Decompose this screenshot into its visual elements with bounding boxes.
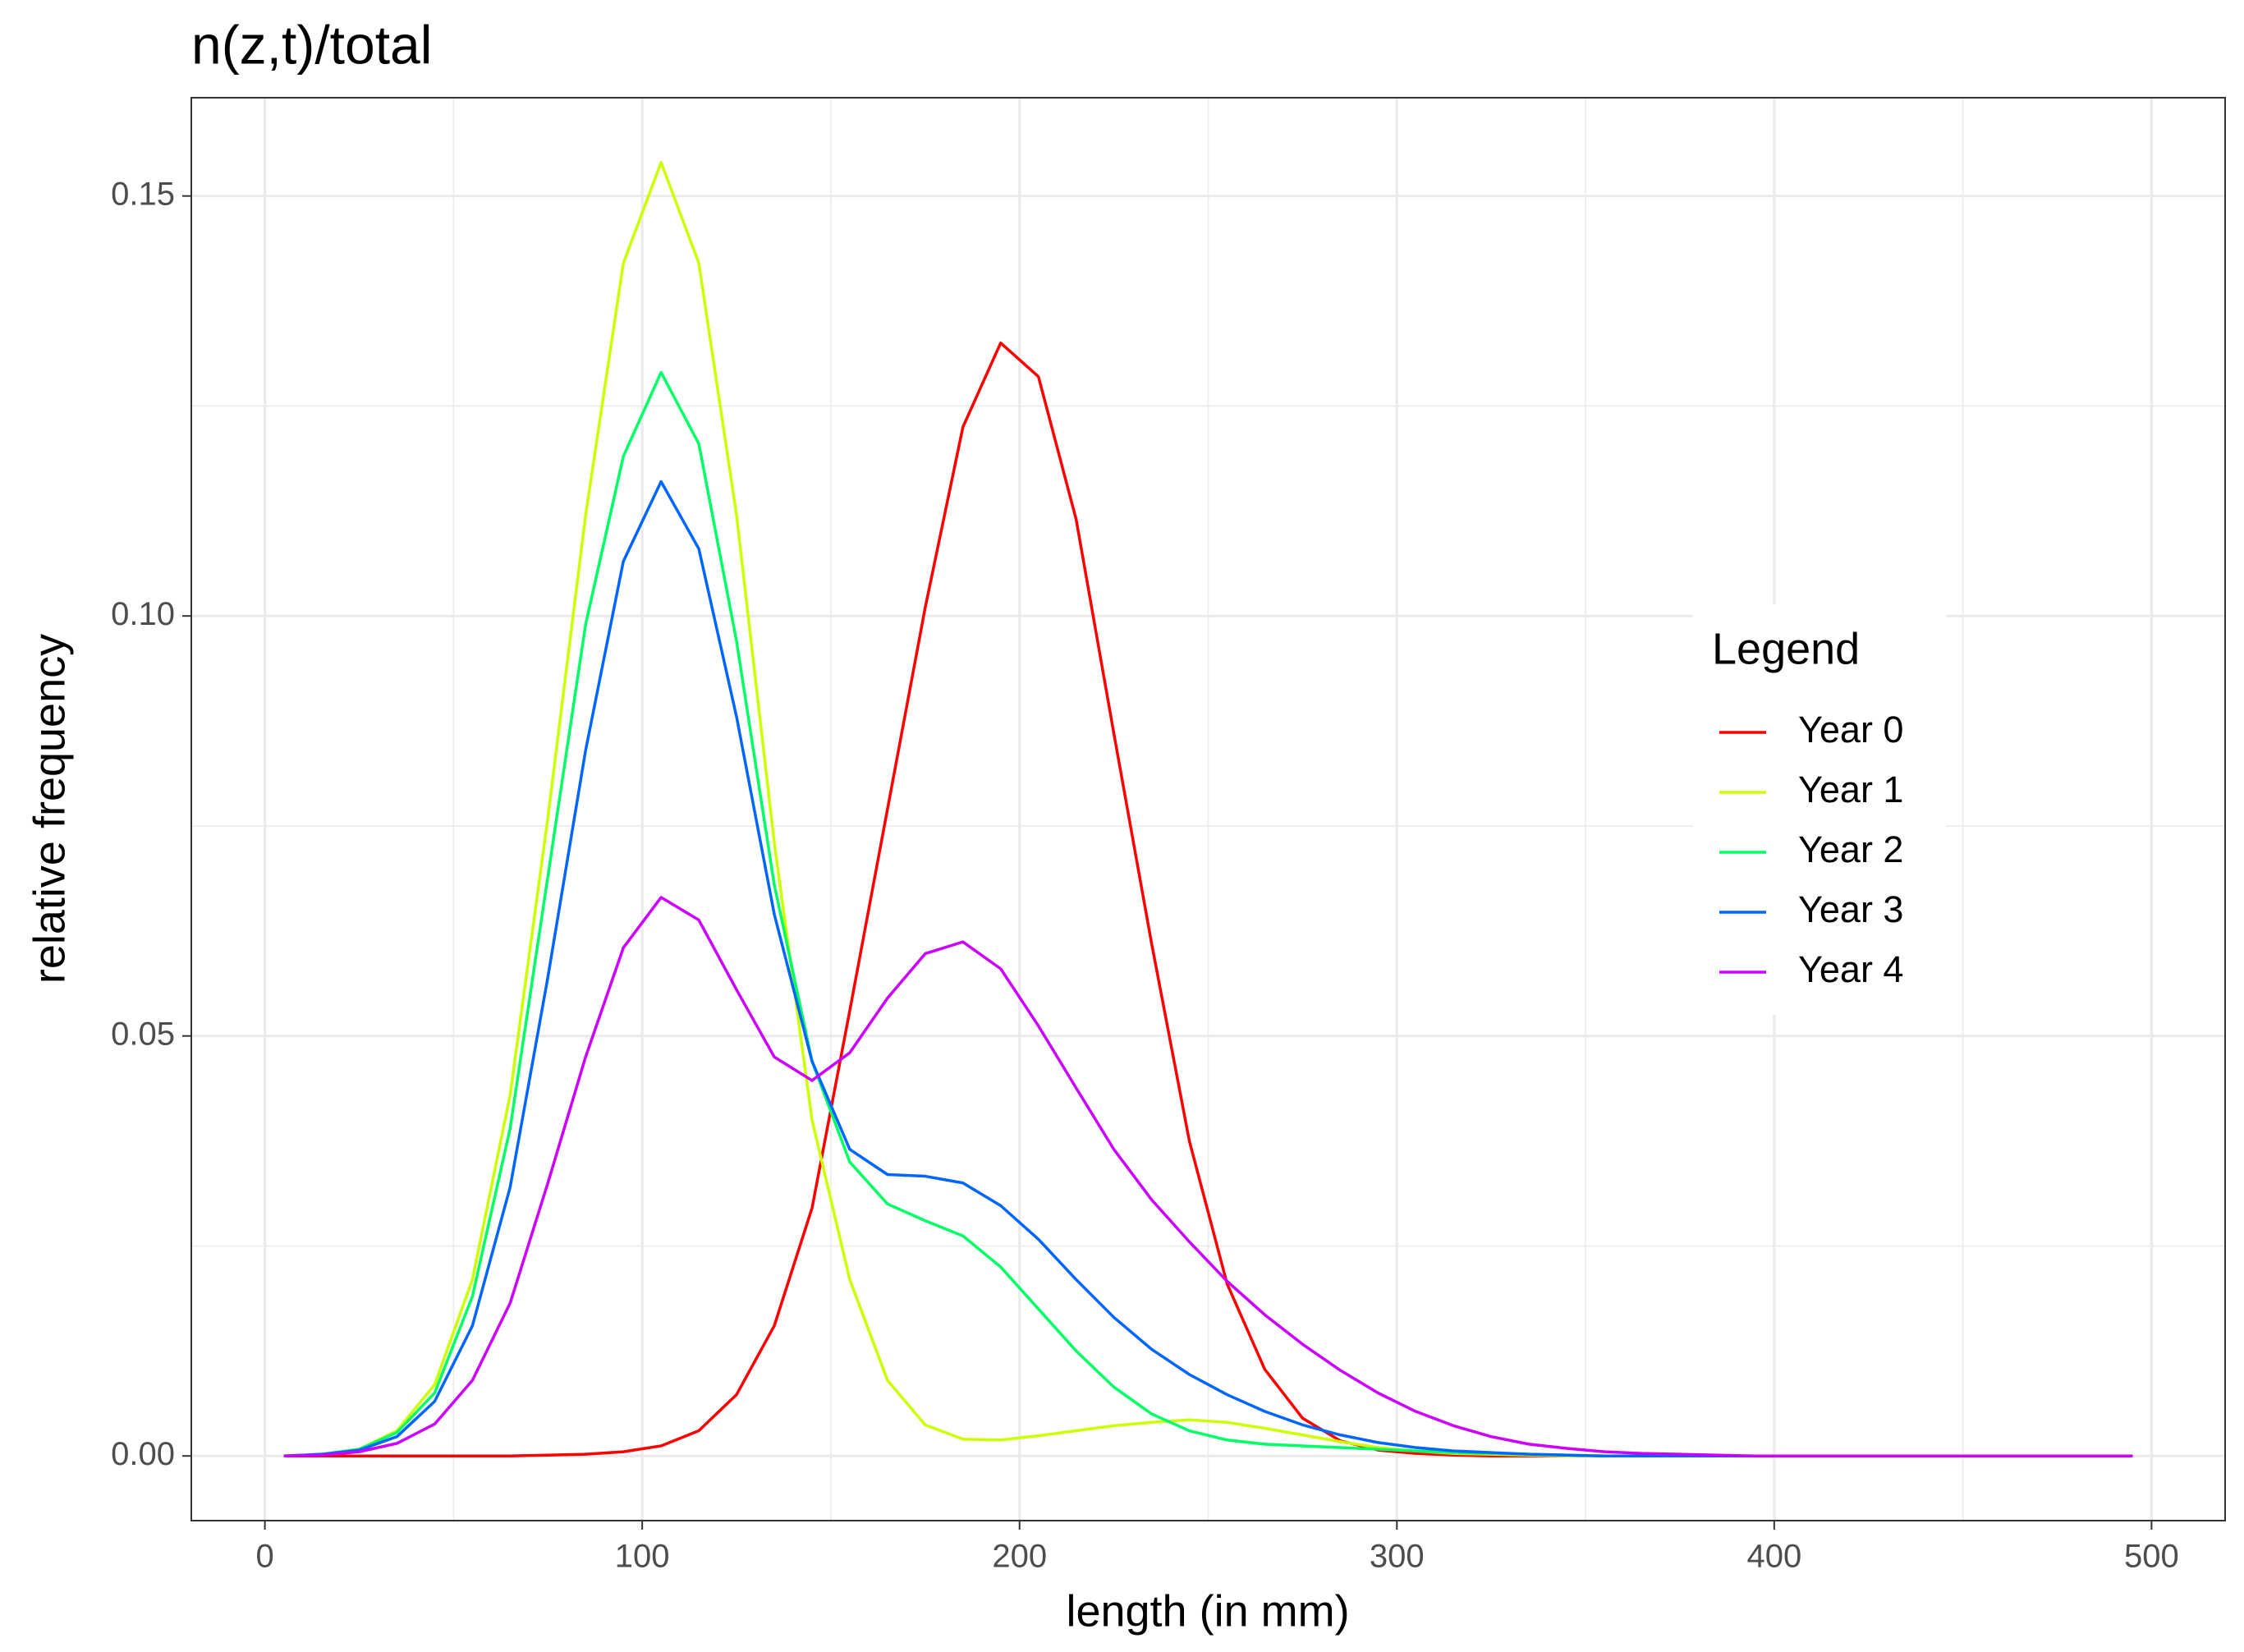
x-tick-label: 100	[615, 1539, 670, 1575]
x-tick-label: 500	[2124, 1539, 2179, 1575]
x-axis-title: length (in mm)	[1066, 1586, 1349, 1636]
x-tick-label: 200	[992, 1539, 1047, 1575]
legend-label: Year 0	[1798, 709, 1903, 750]
legend-label: Year 4	[1798, 948, 1903, 990]
y-tick-label: 0.05	[111, 1016, 175, 1052]
y-axis-title: relative frequency	[25, 634, 74, 984]
legend-box	[1693, 604, 1946, 1015]
x-tick-label: 300	[1370, 1539, 1425, 1575]
legend-title: Legend	[1712, 624, 1860, 673]
y-tick-label: 0.10	[111, 596, 175, 632]
y-tick-label: 0.15	[111, 176, 175, 212]
legend: Legend Year 0 Year 1 Year 2 Year 3 Year 4	[1693, 604, 1946, 1015]
panel-border	[190, 97, 2226, 1521]
y-tick-label: 0.00	[111, 1436, 175, 1472]
legend-label: Year 1	[1798, 769, 1903, 810]
line	[283, 896, 2133, 1457]
chart-title: n(z,t)/total	[191, 14, 432, 75]
x-tick-label: 400	[1746, 1539, 1801, 1575]
legend-label: Year 3	[1798, 888, 1903, 930]
legend-label: Year 2	[1798, 828, 1903, 870]
x-tick-label: 0	[255, 1539, 273, 1575]
